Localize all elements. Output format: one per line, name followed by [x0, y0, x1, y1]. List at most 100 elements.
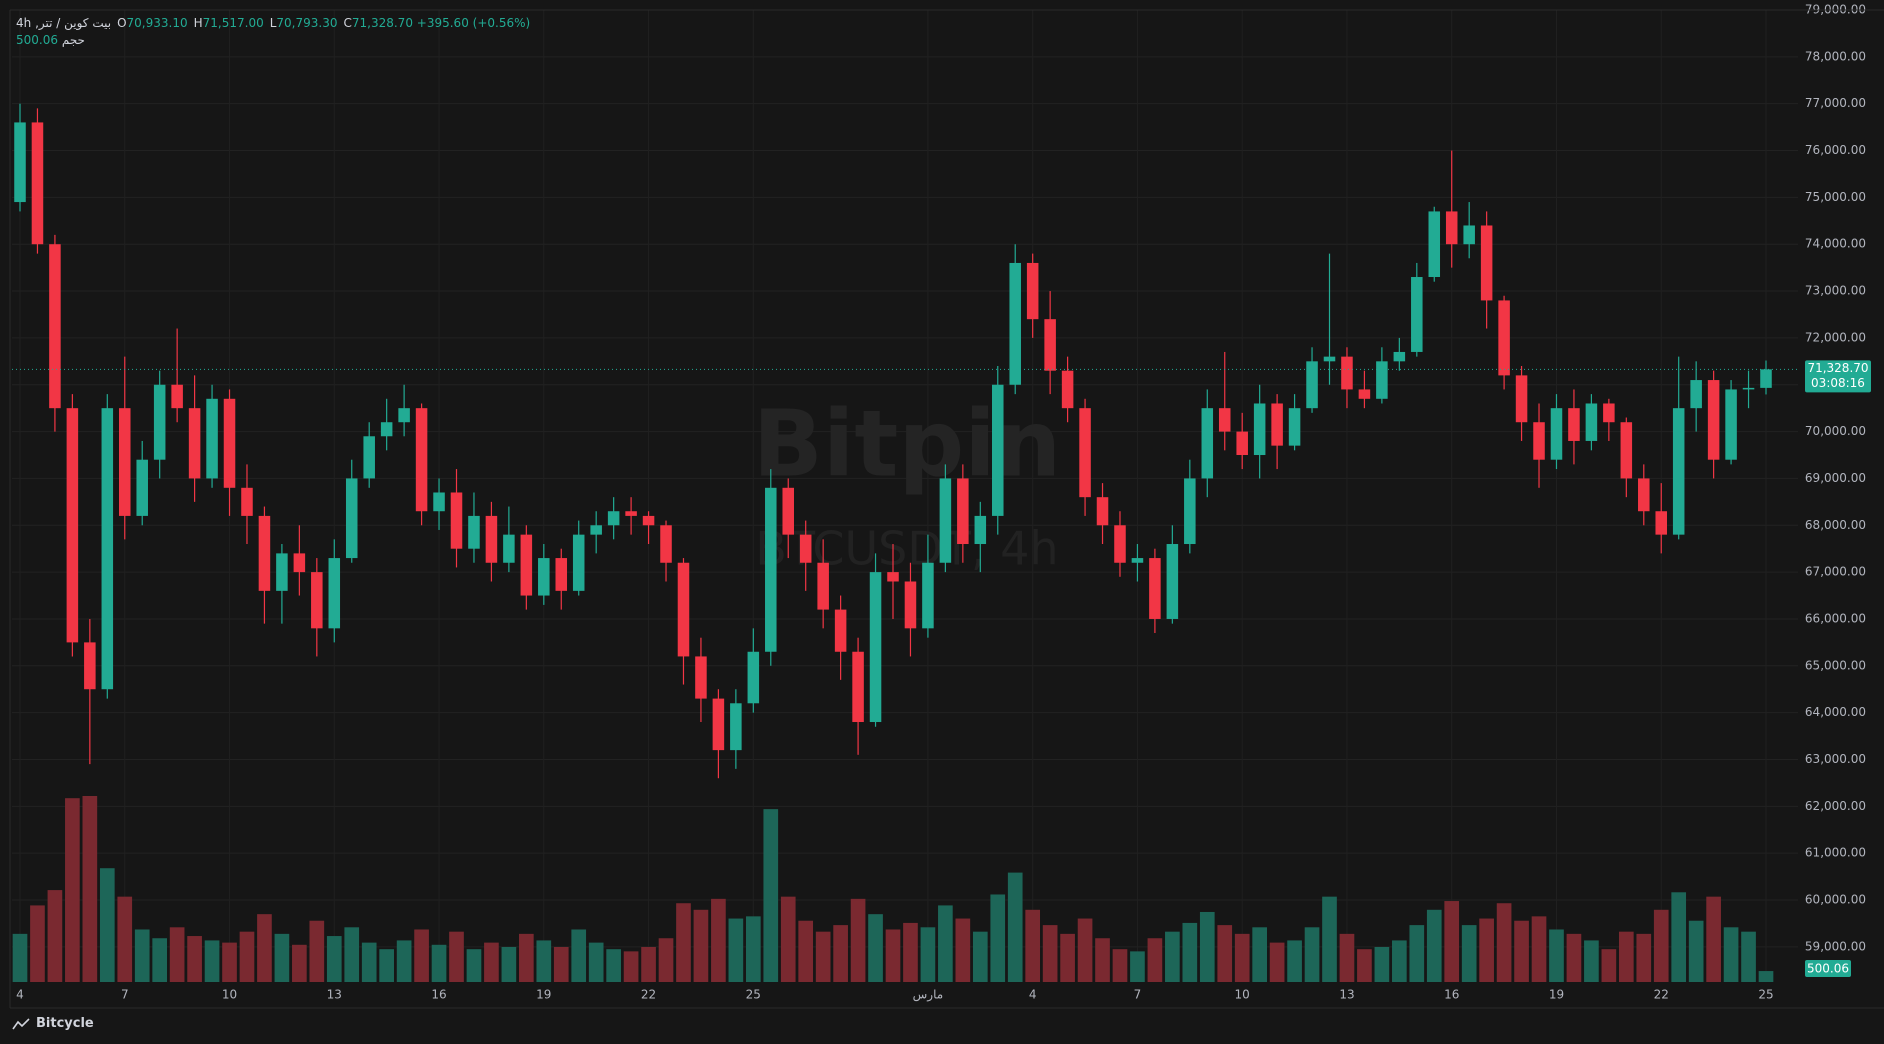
candle-body [765, 487, 777, 652]
volume-bar [1130, 951, 1145, 982]
candle-body [1044, 319, 1056, 371]
candle-body [520, 534, 533, 596]
volume-bar [1217, 925, 1233, 982]
y-tick-label: 75,000.00 [1805, 190, 1866, 204]
legend-row: بیت کوین / تتر, 4h O70,933.10 H71,517.00 L7… [16, 15, 530, 32]
candle-body [1079, 408, 1091, 498]
footer[interactable]: Bitcycle [12, 1016, 94, 1031]
candle-body [1533, 422, 1545, 460]
candle-body [642, 515, 655, 526]
y-tick-label: 61,000.00 [1805, 846, 1866, 860]
candle-body [1498, 300, 1510, 376]
candle-body [1707, 380, 1720, 460]
candle-body [957, 478, 969, 545]
y-tick-label: 76,000.00 [1805, 143, 1866, 157]
volume-bar [1496, 903, 1512, 982]
candle-body [1096, 497, 1109, 526]
candle-body [590, 525, 602, 535]
legend-value: 70,933.10 [126, 16, 188, 30]
watermark: Bitpin [753, 390, 1062, 497]
countdown: 03:08:16 [1811, 376, 1865, 390]
volume-bar [431, 944, 447, 982]
volume-bar [850, 898, 866, 982]
volume-bar [571, 929, 587, 982]
candle-body [14, 122, 26, 203]
candle-body [206, 398, 218, 479]
volume-bar [1234, 933, 1250, 982]
candle-body [1323, 356, 1336, 362]
volume-bar [1409, 925, 1425, 982]
candle-body [1620, 422, 1633, 479]
candle-body [939, 478, 952, 563]
candle-body [1742, 387, 1755, 390]
candle-body [1271, 403, 1283, 446]
candle-body [1218, 408, 1231, 432]
symbol: بیت کوین / تتر, 4h [16, 16, 112, 30]
candle-body [503, 534, 515, 563]
candle-body [677, 562, 690, 657]
volume-bar [222, 942, 237, 982]
volume-bar [536, 940, 552, 982]
volume-bar [1758, 971, 1774, 982]
volume-bar [1566, 933, 1582, 982]
volume-bar [1479, 918, 1494, 982]
volume-bar [1025, 909, 1041, 982]
y-tick-label: 65,000.00 [1805, 658, 1866, 672]
candle-body [1638, 478, 1650, 512]
candle-body [241, 487, 253, 516]
candle-body [433, 492, 445, 512]
volume-bar [1688, 920, 1704, 982]
volume-bar [1374, 946, 1390, 982]
candle-body [1341, 356, 1353, 390]
volume-bar [344, 927, 360, 982]
volume-bar [239, 931, 255, 982]
candle-body [1149, 558, 1161, 619]
candle-body [1760, 369, 1772, 388]
volume-bar [187, 936, 202, 982]
volume-bar [117, 896, 133, 982]
candle-body [1201, 408, 1214, 479]
x-tick-label: 7 [121, 988, 129, 1002]
volume-bar [972, 931, 988, 982]
candle-body [922, 562, 934, 629]
volume-bar [12, 933, 28, 982]
y-tick-label: 63,000.00 [1805, 752, 1866, 766]
candle-body [974, 515, 987, 545]
volume-bar [1601, 949, 1617, 982]
x-tick-label: 13 [327, 988, 342, 1002]
volume-bar [728, 918, 744, 982]
volume-bar [1723, 927, 1739, 982]
candle-body [398, 408, 410, 423]
candle-body [1184, 478, 1196, 545]
candle-body [660, 525, 672, 563]
volume-bar [833, 925, 848, 982]
volume-bar [414, 929, 429, 982]
y-tick-label: 72,000.00 [1805, 330, 1866, 344]
candle-body [136, 459, 148, 516]
candle-body [555, 558, 568, 591]
candle-body [118, 408, 131, 516]
last-price-label: 71,328.70 [1807, 361, 1868, 375]
volume-bar [152, 938, 168, 982]
volume-bar [641, 946, 656, 982]
legend-key: H [193, 16, 203, 30]
volume-row: حجم 500.06 [16, 32, 530, 49]
volume-bar [606, 949, 621, 982]
ohlc: O70,933.10 H71,517.00 L70,793.30 C71,328.70 [111, 16, 413, 30]
volume-bar [1549, 929, 1564, 982]
candle-body [31, 122, 44, 245]
candle-body [1603, 403, 1615, 423]
candle-body [1393, 351, 1406, 362]
x-tick-label: 13 [1339, 988, 1354, 1002]
volume-bar [938, 905, 953, 982]
volume-bar [780, 896, 796, 982]
candle-body [747, 651, 760, 704]
candle-body [869, 572, 882, 723]
candle-body [1114, 525, 1126, 563]
candle-body [904, 581, 917, 629]
volume-badge-label: 500.06 [1807, 962, 1849, 976]
candle-body [1480, 225, 1493, 301]
volume-bar [1531, 916, 1547, 982]
x-tick-label: 7 [1134, 988, 1142, 1002]
